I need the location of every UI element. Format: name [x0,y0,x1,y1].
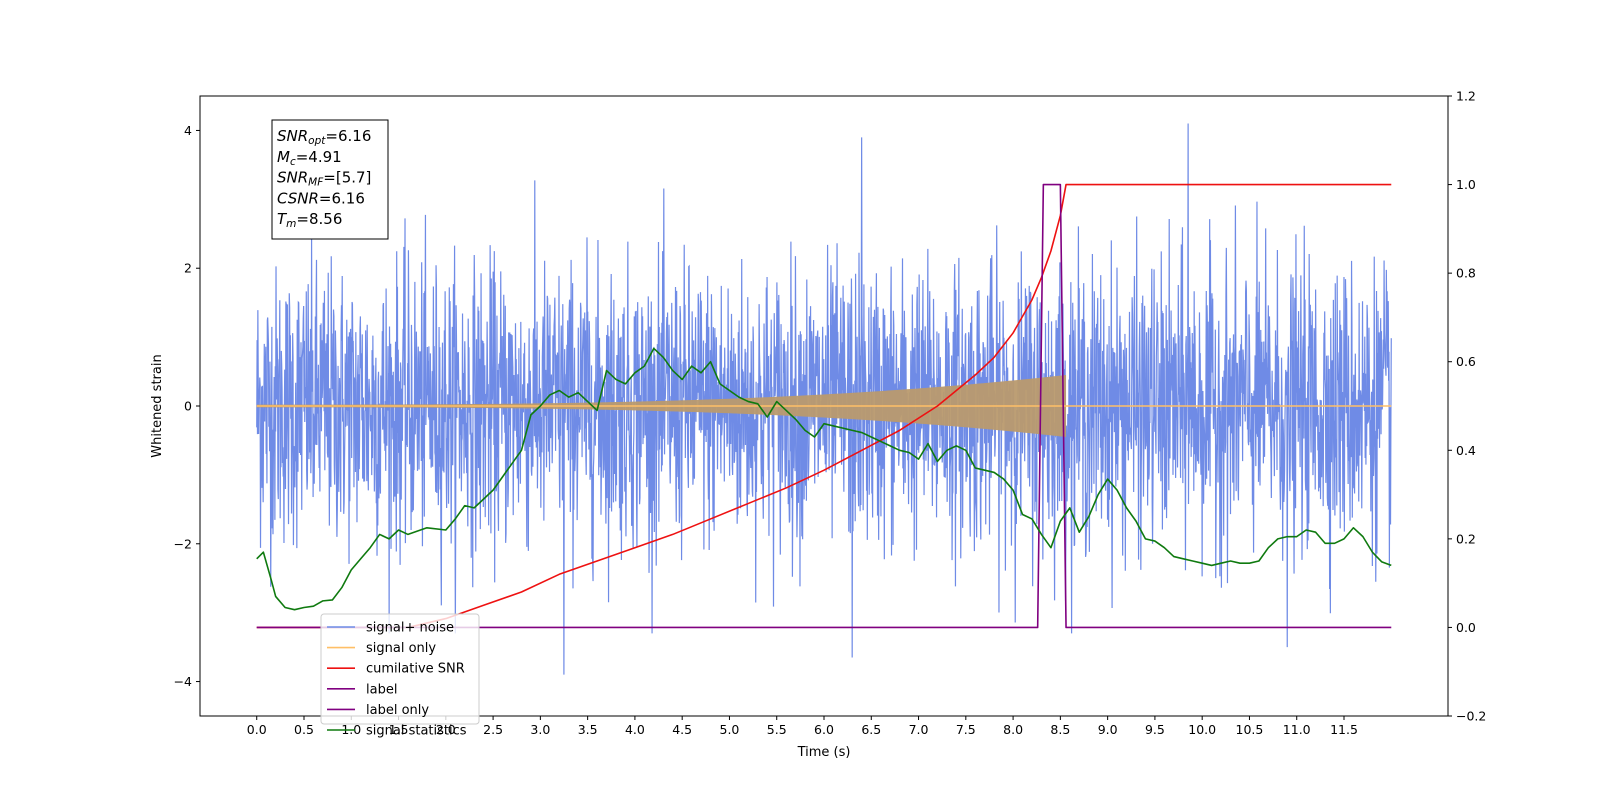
annotation-value: =4.91 [296,148,342,166]
x-tick-label: 11.5 [1330,722,1358,737]
x-tick-label: 6.0 [814,722,834,737]
x-tick-label: 1.5 [389,722,409,737]
x-tick-label: 7.0 [909,722,929,737]
annotation-box-frame [271,119,389,240]
plot-area [256,123,1392,675]
annotation-subscript: c [290,156,296,168]
annotation-symbol: T [277,210,288,228]
y-axis-right: −0.2 0.0 0.2 0.4 0.6 0.8 1.0 1.2 [1448,89,1486,724]
annotation-line: Tm=8.56 [277,210,342,230]
legend-label-label-only: label only [366,703,429,718]
x-tick-label: 3.0 [530,722,550,737]
series-signal-statistics [256,347,1392,611]
annotation-value: =[5.7] [323,169,371,187]
legend-label-signal-only: signal only [366,641,436,656]
y2-tick-label: 1.0 [1456,177,1476,192]
annotation-value: =8.56 [296,210,342,228]
x-tick-label: 11.0 [1283,722,1311,737]
x-tick-label: 2.5 [483,722,503,737]
y-tick-label: 4 [184,123,192,138]
y2-tick-label: 0.0 [1456,620,1476,635]
legend: signal+ noise signal only cumilative SNR la… [320,613,480,739]
x-tick-label: 6.5 [861,722,881,737]
x-tick-label: 4.0 [625,722,645,737]
y2-tick-label: 1.2 [1456,89,1476,104]
x-tick-label: 5.5 [767,722,787,737]
x-tick-label: 5.0 [720,722,740,737]
series-label [256,183,1392,629]
y2-tick-label: 0.4 [1456,443,1476,458]
x-tick-label: 0.0 [247,722,267,737]
x-tick-label: 3.5 [578,722,598,737]
series-cumilative-snr [256,183,1392,629]
annotation-box: SNRopt=6.16Mc=4.91SNRMF=[5.7]CSNR=6.16Tm… [271,119,389,240]
y-tick-label: −4 [174,674,192,689]
annotation-symbol: SNR [277,127,308,145]
annotation-subscript: m [286,218,296,230]
annotation-symbol: M [277,148,290,166]
x-tick-label: 10.5 [1236,722,1264,737]
y2-tick-label: 0.2 [1456,531,1476,546]
x-tick-label: 8.5 [1050,722,1070,737]
annotation-subscript: MF [308,177,324,189]
annotation-symbol: SNR [277,169,308,187]
legend-label-signal-statistics: signal statistics [366,724,467,739]
y2-tick-label: 0.8 [1456,266,1476,281]
x-tick-label: 8.0 [1003,722,1023,737]
y2-tick-label: 0.6 [1456,354,1476,369]
y-tick-label: 0 [184,399,192,414]
x-tick-label: 10.0 [1188,722,1216,737]
annotation-line: SNRopt=6.16 [277,127,371,147]
x-tick-label: 7.5 [956,722,976,737]
x-tick-label: 9.5 [1145,722,1165,737]
legend-label-signal-noise: signal+ noise [366,621,454,636]
annotation-subscript: opt [308,135,326,147]
legend-frame [320,613,480,725]
annotation-line: SNRMF=[5.7] [277,169,371,189]
x-tick-label: 2.0 [436,722,456,737]
x-axis: 0.0 0.5 1.0 1.5 2.0 2.5 3.0 3.5 4.0 4.5 5.0 5.5 6.0 6… [247,716,1358,737]
annotation-value: =6.16 [319,189,365,207]
legend-label-label: label [366,682,397,697]
x-tick-label: 0.5 [294,722,314,737]
annotation-value: =6.16 [325,127,371,145]
y-axis-label: Whitened strain [150,354,165,457]
y-tick-label: 2 [184,261,192,276]
y-tick-label: −2 [174,536,192,551]
annotation-line: Mc=4.91 [277,148,342,168]
x-axis-label: Time (s) [797,745,851,760]
legend-label-cumilative-snr: cumilative SNR [366,662,465,677]
series-signal-noise [256,123,1392,675]
y2-tick-label: −0.2 [1456,709,1486,724]
x-tick-label: 9.0 [1098,722,1118,737]
x-tick-label: 4.5 [672,722,692,737]
annotation-line: CSNR=6.16 [277,189,365,207]
annotation-symbol: CSNR [277,189,319,207]
y-axis-left: −4 −2 0 2 4 [174,123,200,689]
